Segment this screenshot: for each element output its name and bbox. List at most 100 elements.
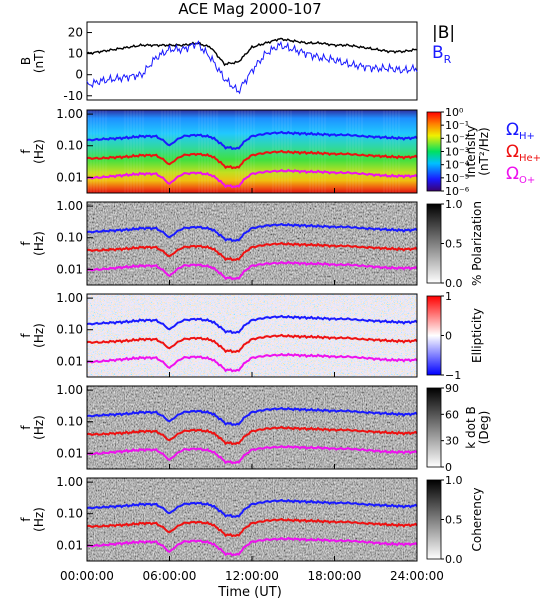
spectrogram-streak: [173, 110, 175, 193]
spectrogram-streak: [250, 110, 252, 193]
colorbar-tick-label: 0: [445, 330, 452, 343]
gyro-label-h-plus: ΩH+: [506, 120, 535, 142]
colorbar-label: Intensity: [464, 125, 478, 177]
spectrogram-streak: [164, 110, 166, 193]
colorbar-label: Ellipticity: [470, 308, 484, 363]
colorbar-label: % Polarization: [470, 201, 484, 286]
spectrogram-streak: [358, 110, 360, 193]
y-axis-label: (Hz): [32, 323, 46, 348]
x-tick-label: 06:00:00: [143, 569, 197, 583]
gyro-line-h-plus: [86, 498, 418, 519]
spectrogram-streak: [253, 110, 255, 193]
spectrogram-streak: [324, 110, 326, 193]
colorbar-label-group: k dot B (Deg): [464, 406, 491, 448]
spectrogram-streak: [355, 110, 357, 193]
colorbar-tick-label: 0.5: [445, 238, 463, 251]
x-tick-label: 12:00:00: [225, 569, 279, 583]
y-axis-label-group: f (Hz): [19, 415, 46, 440]
gyro-line-he-plus: [86, 425, 418, 446]
y-tick-label: 1.00: [56, 291, 83, 305]
y-tick-label: 20: [68, 26, 83, 40]
gyro-line-o-plus: [86, 444, 418, 465]
colorbar-tick-label: 1.0: [445, 474, 463, 487]
spectrogram-streak: [309, 110, 311, 193]
y-axis-label-group: B (nT): [19, 49, 46, 73]
spectrogram-texture: [87, 202, 417, 285]
colorbar: [426, 111, 442, 192]
spectrogram-streak: [346, 110, 348, 193]
spectrogram-texture: [87, 294, 417, 377]
spectrogram-streak: [198, 110, 200, 193]
spectrogram-texture: [87, 478, 417, 561]
spectrogram-streak: [383, 110, 385, 193]
gyro-label-he-plus: ΩHe+: [506, 142, 541, 164]
colorbar-tick-label: 10⁻⁵: [445, 172, 469, 185]
gyro-line-o-plus: [86, 536, 418, 557]
spectrogram-streak: [235, 110, 237, 193]
gyro-line-h-plus: [86, 130, 418, 151]
spectrogram-streak: [241, 110, 243, 193]
spectrogram-streak: [349, 110, 351, 193]
gyro-line-o-plus: [86, 168, 418, 189]
gyro-line-o-plus: [86, 260, 418, 281]
y-axis-label: f: [19, 517, 33, 522]
y-tick-label: -10: [63, 89, 83, 103]
colorbar-tick-label: 10⁻²: [445, 132, 469, 145]
colorbar-tick-label: 10⁻³: [445, 146, 469, 159]
gyro-line-h-plus: [86, 406, 418, 427]
spectrogram-streak: [102, 110, 104, 193]
y-axis-label: f: [19, 425, 33, 430]
y-tick-label: 0.01: [56, 170, 83, 184]
colorbar-tick-label: 0.0: [445, 553, 463, 566]
y-tick-label: 0.10: [56, 415, 83, 429]
colorbar-label: Coherency: [470, 487, 484, 551]
x-axis-label: Time (UT): [217, 585, 282, 600]
y-tick-label: 0: [75, 68, 83, 82]
spectrogram-streak: [244, 110, 246, 193]
panel-polarization: 1.00 0.10 0.01 f (Hz) 1.0 0.5 0.0 % Polarization: [19, 198, 484, 290]
colorbar-tick-label: 0: [445, 461, 452, 474]
spectrogram-streak: [398, 110, 400, 193]
colorbar-tick-label: 30: [445, 435, 459, 448]
y-axis-label: (Hz): [32, 231, 46, 256]
y-tick-label: 0.01: [56, 538, 83, 552]
spectrogram-streak: [204, 110, 206, 193]
colorbar-label-group: Intensity (nT²/Hz): [464, 125, 491, 177]
panel-ellipticity: 1.00 0.10 0.01 f (Hz) 1 0 −1 Ellipticity: [19, 290, 484, 382]
spectrogram-streak: [352, 110, 354, 193]
spectrogram-streak: [312, 110, 314, 193]
spectrogram-streak: [213, 110, 215, 193]
spectrogram-streak: [386, 110, 388, 193]
spectrogram-streak: [96, 110, 98, 193]
gyro-line-h-plus: [86, 314, 418, 335]
spectrogram-streak: [318, 110, 320, 193]
spectrogram-streak: [216, 110, 218, 193]
colorbar-tick-label: 10⁻⁴: [445, 159, 470, 172]
panel-coherency: 1.00 0.10 0.01 f (Hz) 1.0 0.5 0.0 Coherency: [19, 474, 484, 566]
spectrogram-streak: [321, 110, 323, 193]
colorbar-tick-label: 0.0: [445, 277, 463, 290]
colorbar-tick-label: 1: [445, 290, 452, 303]
spectrogram-streak: [179, 110, 181, 193]
colorbar-tick-label: 1.0: [445, 198, 463, 211]
legend-br: BR: [432, 43, 452, 66]
y-tick-label: 1.00: [56, 383, 83, 397]
colorbar: [426, 479, 442, 560]
spectrogram-streak: [136, 110, 138, 193]
spectrogram-streak: [315, 110, 317, 193]
y-tick-label: 0.10: [56, 139, 83, 153]
spectrogram-streak: [133, 110, 135, 193]
y-tick-label: 0.10: [56, 231, 83, 245]
x-tick-label: 18:00:00: [308, 569, 362, 583]
spectrogram-streak: [207, 110, 209, 193]
x-tick-label: 00:00:00: [60, 569, 114, 583]
spectrogram-streak: [161, 110, 163, 193]
y-tick-label: 10: [68, 47, 83, 61]
spectrogram-streak: [210, 110, 212, 193]
y-tick-label: 1.00: [56, 475, 83, 489]
spectrogram-streak: [99, 110, 101, 193]
colorbar-label-group: Coherency: [470, 487, 484, 551]
spectrogram-streak: [238, 110, 240, 193]
